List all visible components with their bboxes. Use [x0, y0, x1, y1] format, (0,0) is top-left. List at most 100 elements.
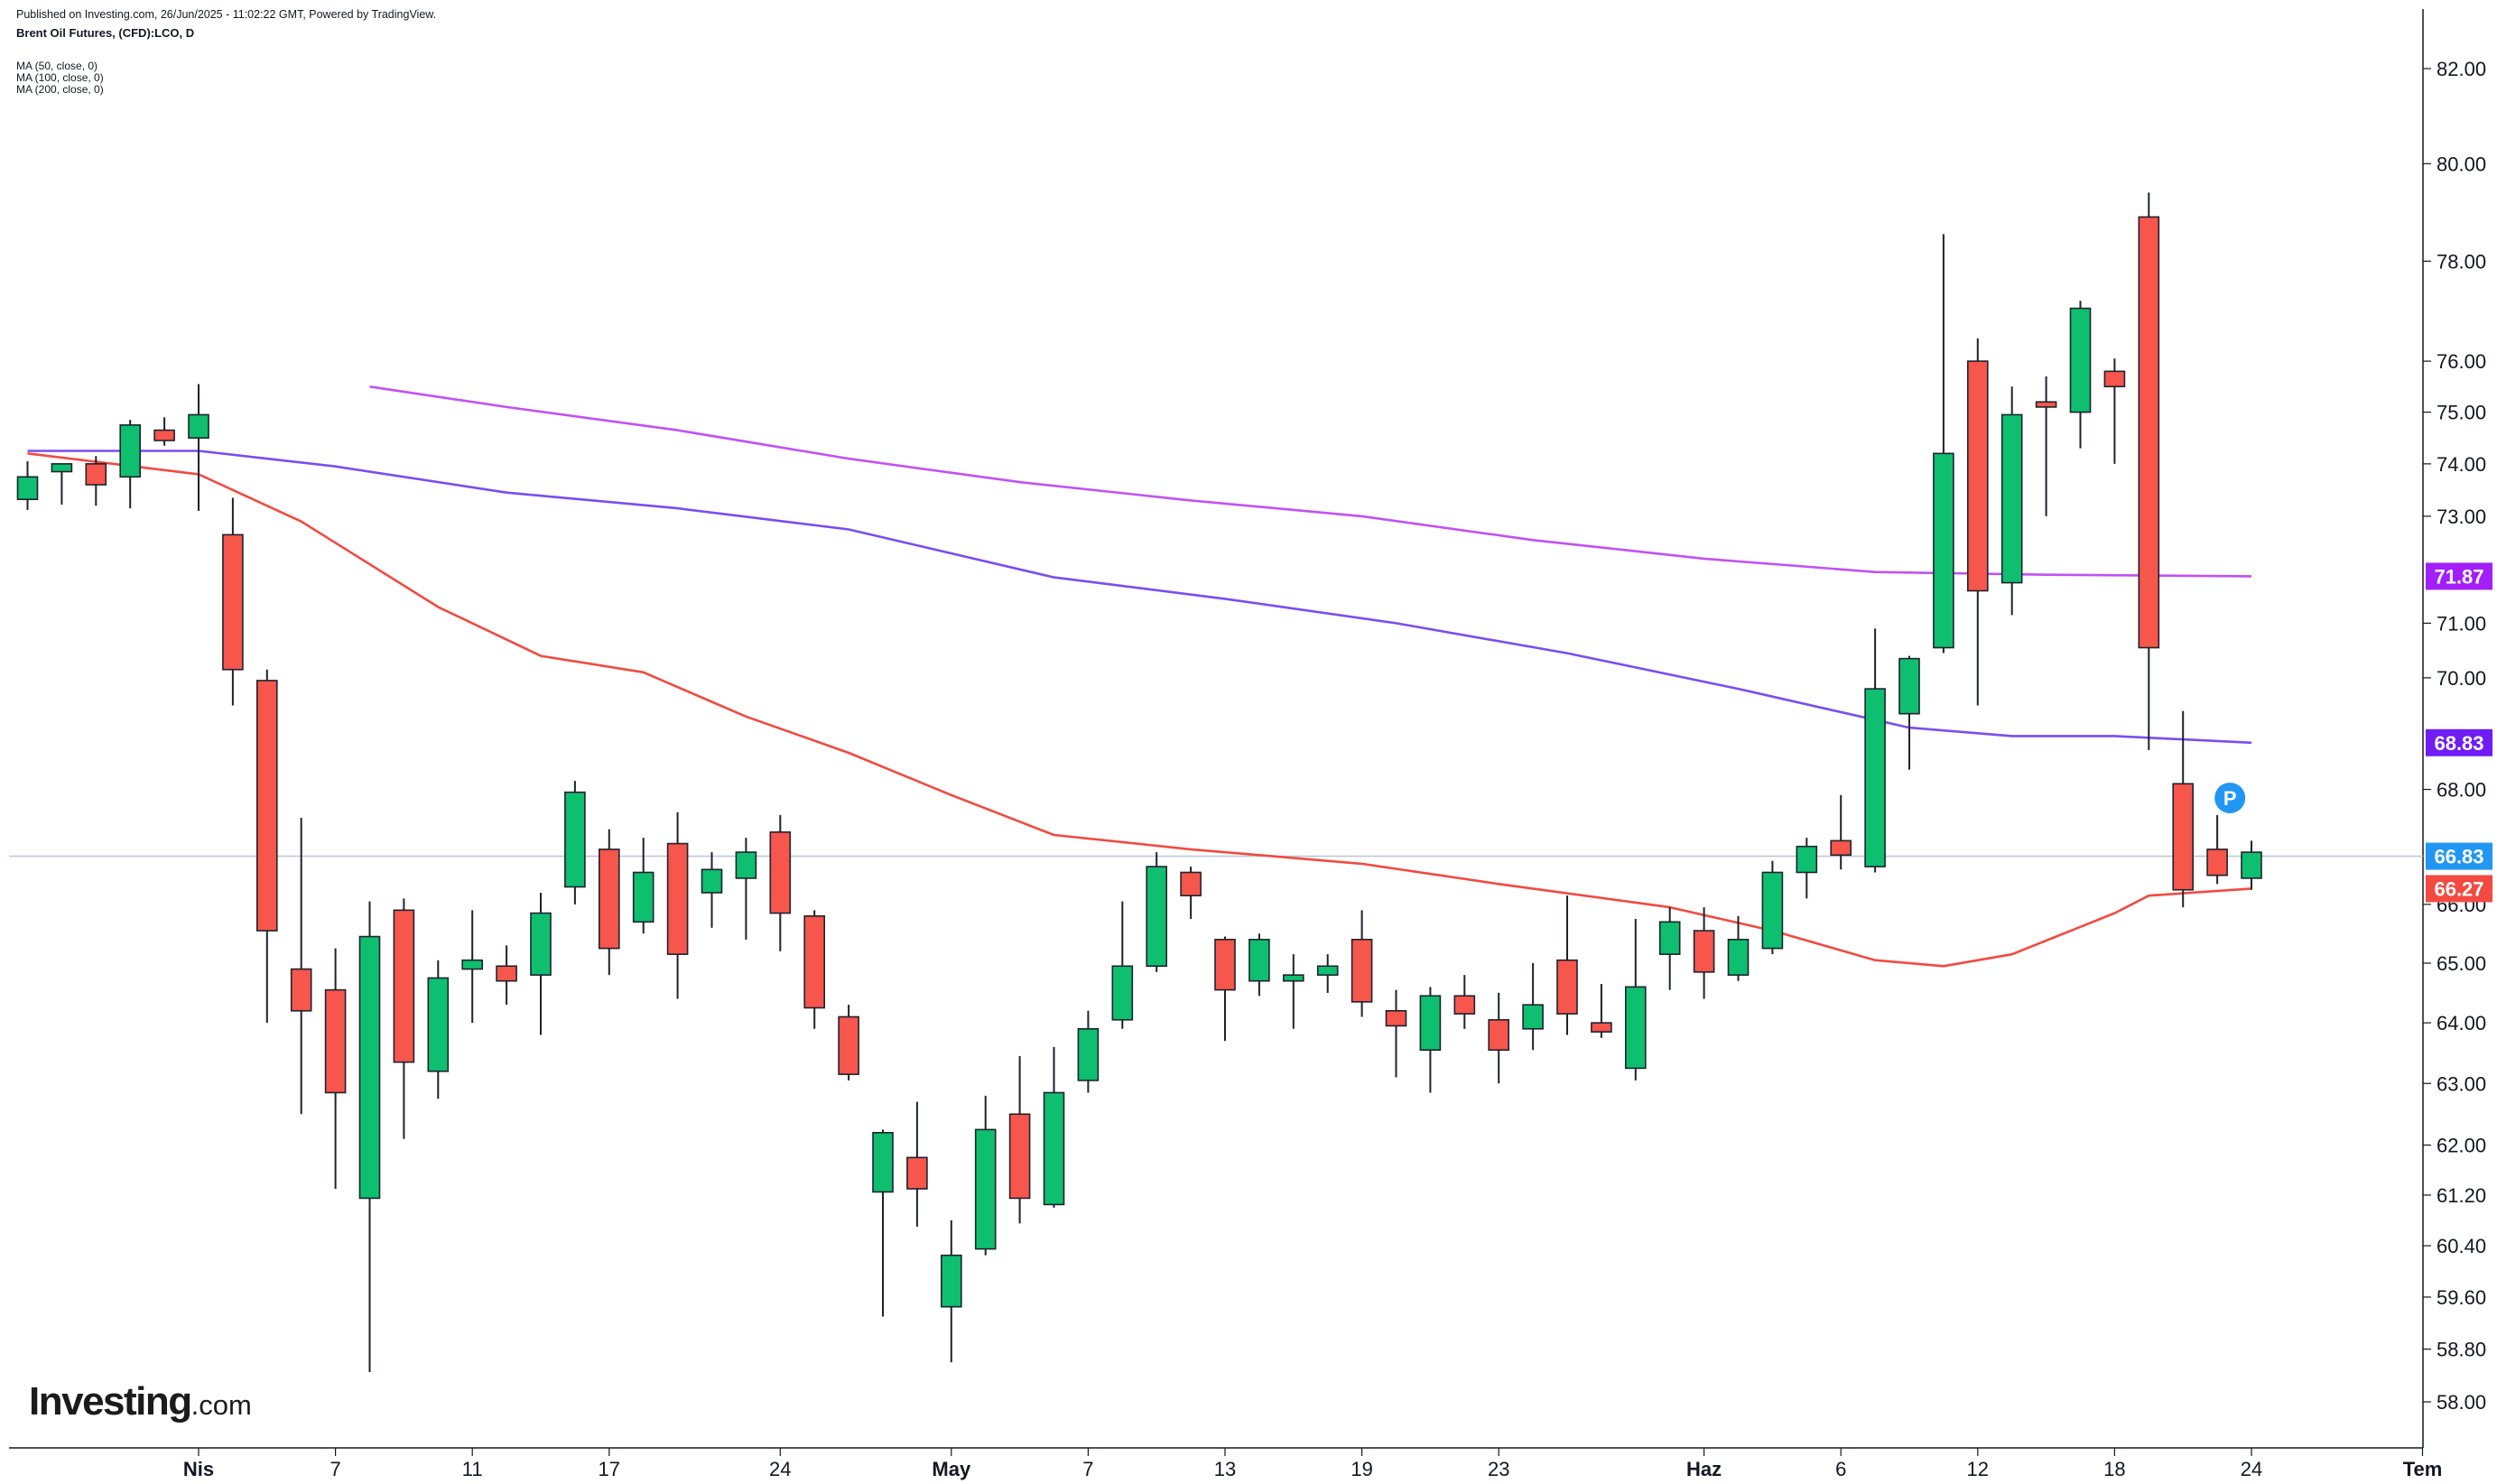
x-tick-label: Tem — [2403, 1458, 2443, 1480]
candle-body — [666, 842, 689, 955]
candle-body — [1111, 965, 1134, 1021]
candle-body — [632, 871, 654, 923]
symbol-title: Brent Oil Futures, (CFD):LCO, D — [16, 26, 195, 40]
x-tick-label: Haz — [1686, 1458, 1722, 1480]
y-tick-label: 61.20 — [2437, 1184, 2486, 1207]
candle-body — [2172, 783, 2194, 891]
candle-body — [2035, 401, 2057, 408]
price-badge — [2426, 842, 2492, 870]
candle-body — [1522, 1004, 1544, 1030]
price-badge-label: 66.83 — [2434, 846, 2483, 868]
marker-label: P — [2223, 787, 2237, 810]
candle-body — [1077, 1027, 1100, 1081]
y-tick-label: 73.00 — [2437, 505, 2486, 528]
x-tick-label: 12 — [1967, 1458, 1989, 1480]
candle-body — [1180, 871, 1202, 896]
candle-body — [358, 935, 381, 1200]
y-tick-label: 75.00 — [2437, 402, 2486, 424]
candle-body — [496, 965, 517, 982]
candle-body — [153, 429, 175, 441]
candle-body — [769, 831, 792, 914]
candle-body — [701, 868, 723, 894]
x-tick-label: 11 — [462, 1458, 483, 1480]
candle-body — [1385, 1010, 1407, 1027]
candle-body — [1214, 939, 1236, 991]
legend-ma100: MA (100, close, 0) — [16, 71, 104, 84]
candle-body — [290, 968, 312, 1012]
candle-body — [1830, 839, 1852, 857]
candle-body — [1351, 939, 1373, 1003]
y-tick-label: 80.00 — [2437, 153, 2486, 175]
candle-body — [1043, 1091, 1065, 1206]
y-tick-label: 70.00 — [2437, 667, 2486, 690]
x-tick-label: Nis — [183, 1458, 214, 1480]
candle-body — [1693, 930, 1715, 973]
candle-body — [1453, 995, 1476, 1015]
candle-body — [941, 1254, 962, 1308]
y-tick-label: 82.00 — [2437, 58, 2486, 80]
candle-body — [2241, 851, 2262, 879]
candle-body — [530, 912, 552, 976]
candle-body — [872, 1131, 894, 1193]
candle-body — [1898, 657, 1920, 715]
candle-body — [119, 424, 141, 478]
x-tick-label: May — [932, 1458, 971, 1480]
investing-logo: Investing.com — [29, 1379, 252, 1424]
candle-body — [1864, 688, 1886, 867]
candle-body — [2000, 413, 2023, 584]
candle-body — [735, 851, 757, 879]
candle-body — [1658, 921, 1681, 955]
candle-body — [85, 463, 107, 486]
y-tick-label: 65.00 — [2437, 952, 2486, 975]
candle-body — [1727, 939, 1750, 976]
y-tick-label: 76.00 — [2437, 350, 2486, 373]
candle-body — [427, 977, 450, 1072]
candle-body — [1796, 845, 1818, 874]
legend-ma200: MA (200, close, 0) — [16, 83, 104, 96]
x-tick-label: 24 — [769, 1458, 791, 1480]
y-tick-label: 74.00 — [2437, 453, 2486, 476]
x-tick-label: 17 — [599, 1458, 620, 1480]
candle-body — [1008, 1113, 1031, 1200]
legend-ma50: MA (50, close, 0) — [16, 60, 98, 72]
candle-body — [51, 463, 73, 473]
candle-body — [1967, 360, 1989, 592]
x-tick-label: 23 — [1488, 1458, 1509, 1480]
y-tick-label: 78.00 — [2437, 250, 2486, 273]
candle-body — [974, 1128, 997, 1250]
ma-line — [369, 385, 2252, 578]
y-tick-label: 68.00 — [2437, 779, 2486, 802]
candle-body — [324, 988, 347, 1094]
candle-body — [2138, 216, 2160, 649]
price-badge — [2426, 875, 2492, 903]
price-badge-label: 71.87 — [2434, 565, 2483, 588]
candle-body — [1761, 871, 1784, 950]
candle-body — [461, 959, 484, 970]
published-note: Published on Investing.com, 26/Jun/2025 … — [16, 8, 437, 21]
y-tick-label: 64.00 — [2437, 1012, 2486, 1034]
y-tick-label: 58.00 — [2437, 1391, 2486, 1414]
x-tick-label: 6 — [1835, 1458, 1846, 1480]
price-badge-label: 66.27 — [2434, 877, 2483, 900]
candle-body — [1248, 939, 1270, 982]
y-tick-label: 71.00 — [2437, 612, 2486, 635]
x-tick-label: 18 — [2103, 1458, 2125, 1480]
y-tick-label: 63.00 — [2437, 1072, 2486, 1095]
candle-body — [906, 1156, 928, 1190]
candle-body — [1419, 995, 1442, 1052]
candle-body — [222, 533, 244, 671]
y-tick-label: 59.60 — [2437, 1286, 2486, 1309]
candle-body — [838, 1016, 859, 1075]
candle-body — [564, 791, 586, 888]
x-tick-label: 13 — [1214, 1458, 1236, 1480]
x-tick-label: 24 — [2241, 1458, 2262, 1480]
candle-body — [1625, 986, 1647, 1070]
y-tick-label: 62.00 — [2437, 1135, 2486, 1157]
candle-body — [255, 680, 278, 932]
x-tick-label: 19 — [1351, 1458, 1372, 1480]
candle-body — [1591, 1022, 1612, 1033]
candle-body — [1933, 452, 1954, 649]
candle-body — [16, 476, 39, 501]
candle-body — [1316, 965, 1339, 976]
